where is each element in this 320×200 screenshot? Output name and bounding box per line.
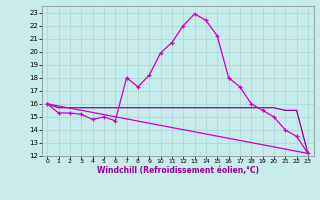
X-axis label: Windchill (Refroidissement éolien,°C): Windchill (Refroidissement éolien,°C) [97,166,259,175]
